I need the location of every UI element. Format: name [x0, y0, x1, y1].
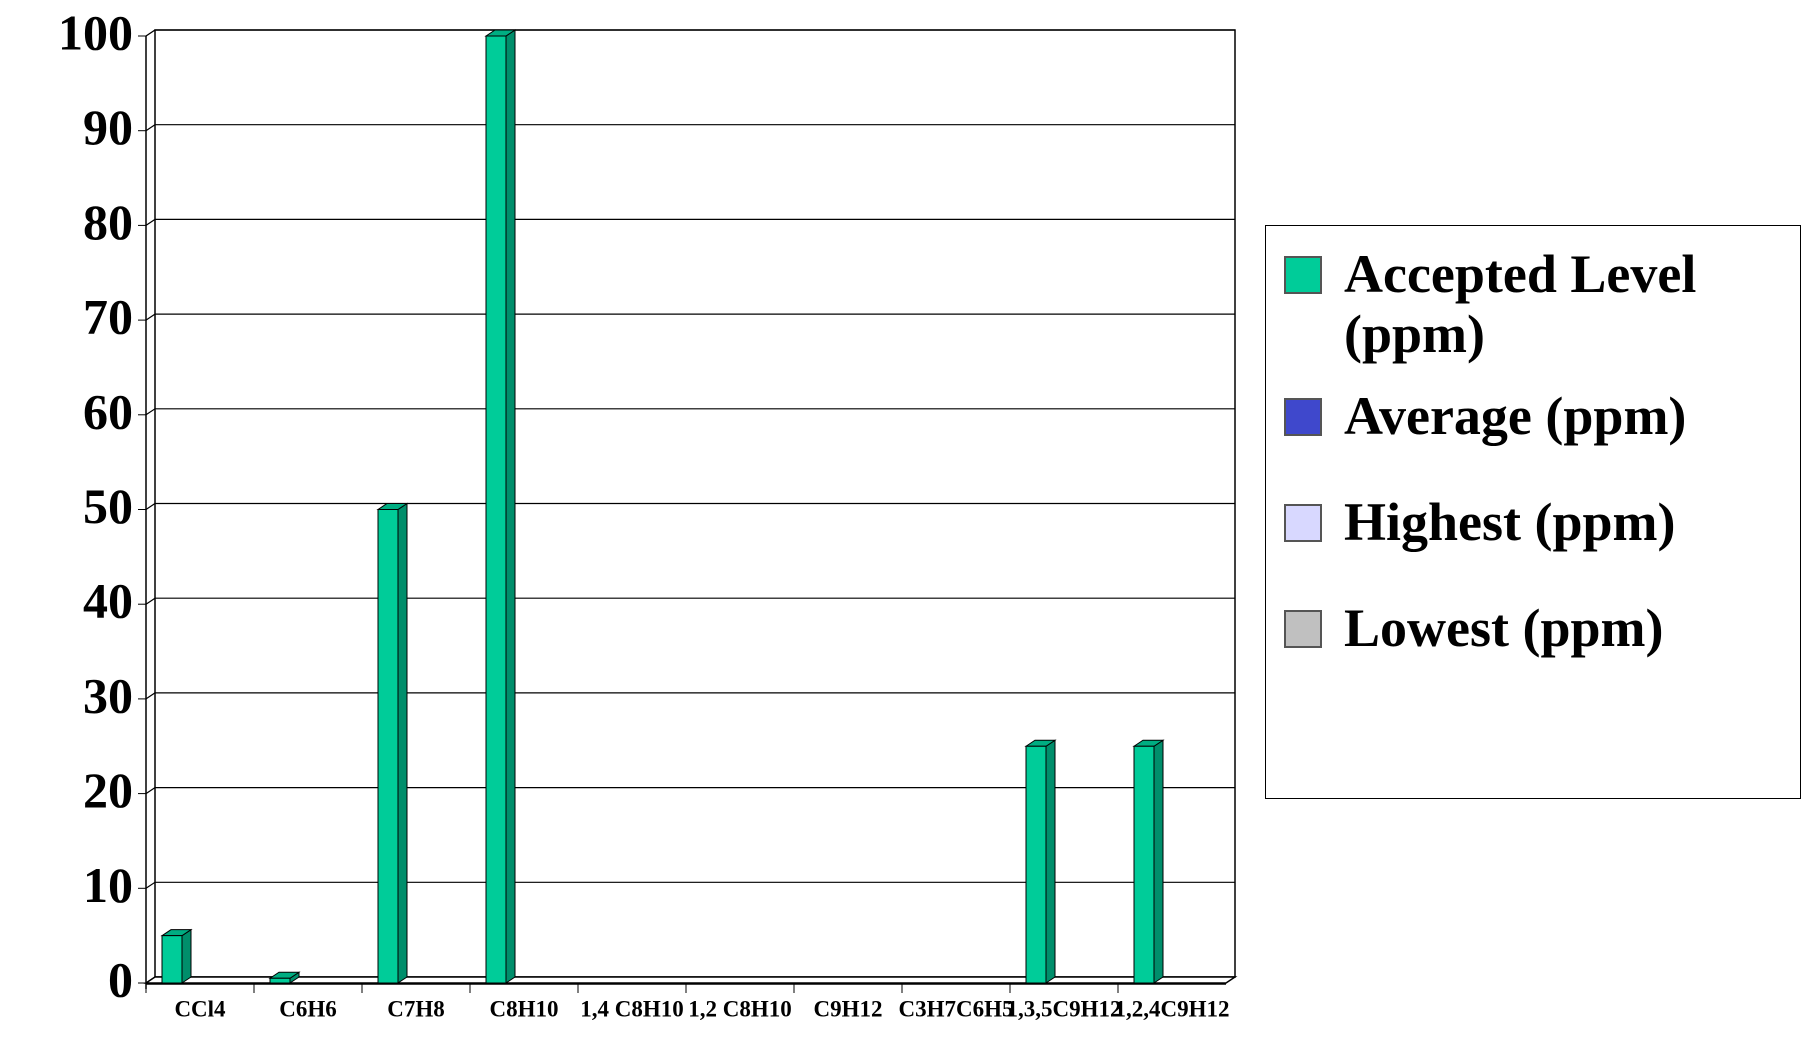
x-tick-label: 1,2 C8H10 — [688, 996, 792, 1021]
legend-swatch — [1284, 398, 1322, 436]
grid-line — [145, 502, 1235, 510]
grid-line — [145, 881, 1235, 889]
legend-label: Accepted Level (ppm) — [1344, 244, 1697, 364]
legend-label: Highest (ppm) — [1344, 492, 1676, 552]
bar — [1133, 745, 1155, 984]
x-tick-label: C3H7C6H5 — [899, 996, 1014, 1021]
floor — [143, 976, 1238, 984]
bar — [485, 35, 507, 984]
y-tick-label: 30 — [83, 667, 133, 723]
legend-label: Lowest (ppm) — [1344, 598, 1664, 658]
legend-swatch — [1284, 610, 1322, 648]
bar-side — [181, 928, 192, 984]
legend-label: Average (ppm) — [1344, 386, 1687, 446]
x-tick-label: C8H10 — [490, 996, 559, 1021]
bar-side — [397, 502, 408, 984]
x-tick-label: 1,3,5C9H12 — [1007, 996, 1122, 1021]
bar — [269, 977, 291, 984]
legend-entry: Average (ppm) — [1284, 386, 1800, 446]
legend-swatch — [1284, 256, 1322, 294]
y-tick-label: 20 — [83, 762, 133, 818]
grid-line — [145, 786, 1235, 795]
x-tick-label: C7H8 — [387, 996, 445, 1021]
grid-line — [145, 692, 1235, 700]
legend-entry: Lowest (ppm) — [1284, 598, 1800, 658]
grid-line — [145, 218, 1235, 226]
y-tick-label: 80 — [83, 194, 133, 250]
y-tick-label: 60 — [83, 383, 133, 439]
legend-entry: Accepted Level (ppm) — [1284, 244, 1800, 364]
y-tick-label: 40 — [83, 573, 133, 629]
grid-line — [145, 124, 1235, 132]
grid-line — [145, 29, 1235, 37]
y-tick-label: 70 — [83, 289, 133, 345]
x-tick-label: C6H6 — [279, 996, 337, 1021]
bar — [377, 509, 399, 984]
x-tick-label: 1,4 C8H10 — [580, 996, 684, 1021]
bar-side — [505, 29, 516, 984]
x-tick-label: CCl4 — [174, 996, 226, 1021]
y-tick-label: 50 — [83, 478, 133, 534]
y-tick-label: 90 — [83, 99, 133, 155]
bar — [161, 935, 183, 984]
grid-line — [145, 408, 1235, 416]
y-tick-label: 100 — [58, 4, 133, 60]
legend-entry: Highest (ppm) — [1284, 492, 1800, 552]
grid-line — [145, 313, 1235, 321]
grid-line — [145, 597, 1235, 605]
bar-side — [1153, 739, 1164, 984]
legend-swatch — [1284, 504, 1322, 542]
y-tick-label: 0 — [108, 951, 133, 1007]
x-tick-label: 1,2,4C9H12 — [1115, 996, 1230, 1021]
legend: Accepted Level (ppm) Average (ppm) Highest… — [1265, 225, 1801, 799]
x-tick-label: C9H12 — [814, 996, 883, 1021]
bar — [1025, 745, 1047, 984]
bar-side — [1045, 739, 1056, 984]
y-tick-label: 10 — [83, 857, 133, 913]
